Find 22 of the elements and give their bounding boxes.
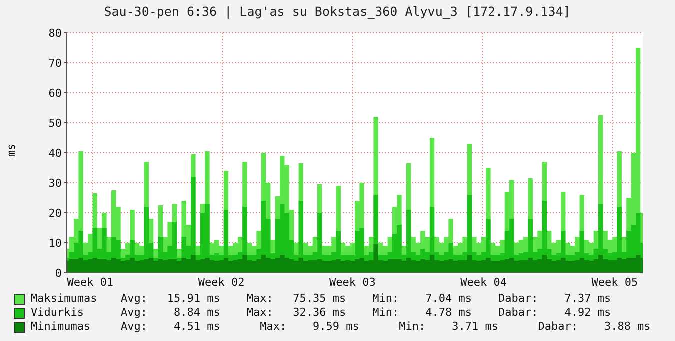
x-tick-label: Week 01 [67, 276, 114, 289]
y-tick-label: 70 [48, 56, 62, 70]
y-tick-label: 30 [48, 176, 62, 190]
y-tick-label: 80 [48, 26, 62, 40]
y-tick-label: 10 [48, 236, 62, 250]
y-tick-label: 0 [55, 266, 62, 280]
y-tick-label: 50 [48, 116, 62, 130]
legend-label: Maksimumas [31, 292, 98, 306]
chart-title: Sau-30-pen 6:36 | Lag'as su Bokstas_360 Alyvu_3 [172.17.9.134] [103, 4, 572, 19]
x-tick-label: Week 05 [592, 276, 638, 289]
y-axis-title: ms [6, 143, 18, 157]
text: Avg: 4.51 ms Max: 9.59 ms Min: 3.71 ms Dabar: 3.88 ms [121, 320, 651, 334]
y-tick-label: 40 [48, 146, 62, 160]
legend-label: Vidurkis [31, 306, 85, 320]
text: Avg: 8.84 ms Max: 32.36 ms Min: 4.78 ms Dabar: 4.92 ms [121, 306, 612, 320]
x-tick-label: Week 02 [198, 276, 245, 289]
x-tick-label: Week 04 [460, 276, 508, 289]
x-tick-label: Week 03 [329, 276, 376, 289]
y-tick-label: 60 [48, 86, 62, 100]
text: Avg: 15.91 ms Max: 75.35 ms Min: 7.04 ms Dabar: 7.37 ms [121, 292, 612, 306]
y-tick-label: 20 [48, 206, 62, 220]
legend-label: Minimumas [31, 320, 92, 334]
